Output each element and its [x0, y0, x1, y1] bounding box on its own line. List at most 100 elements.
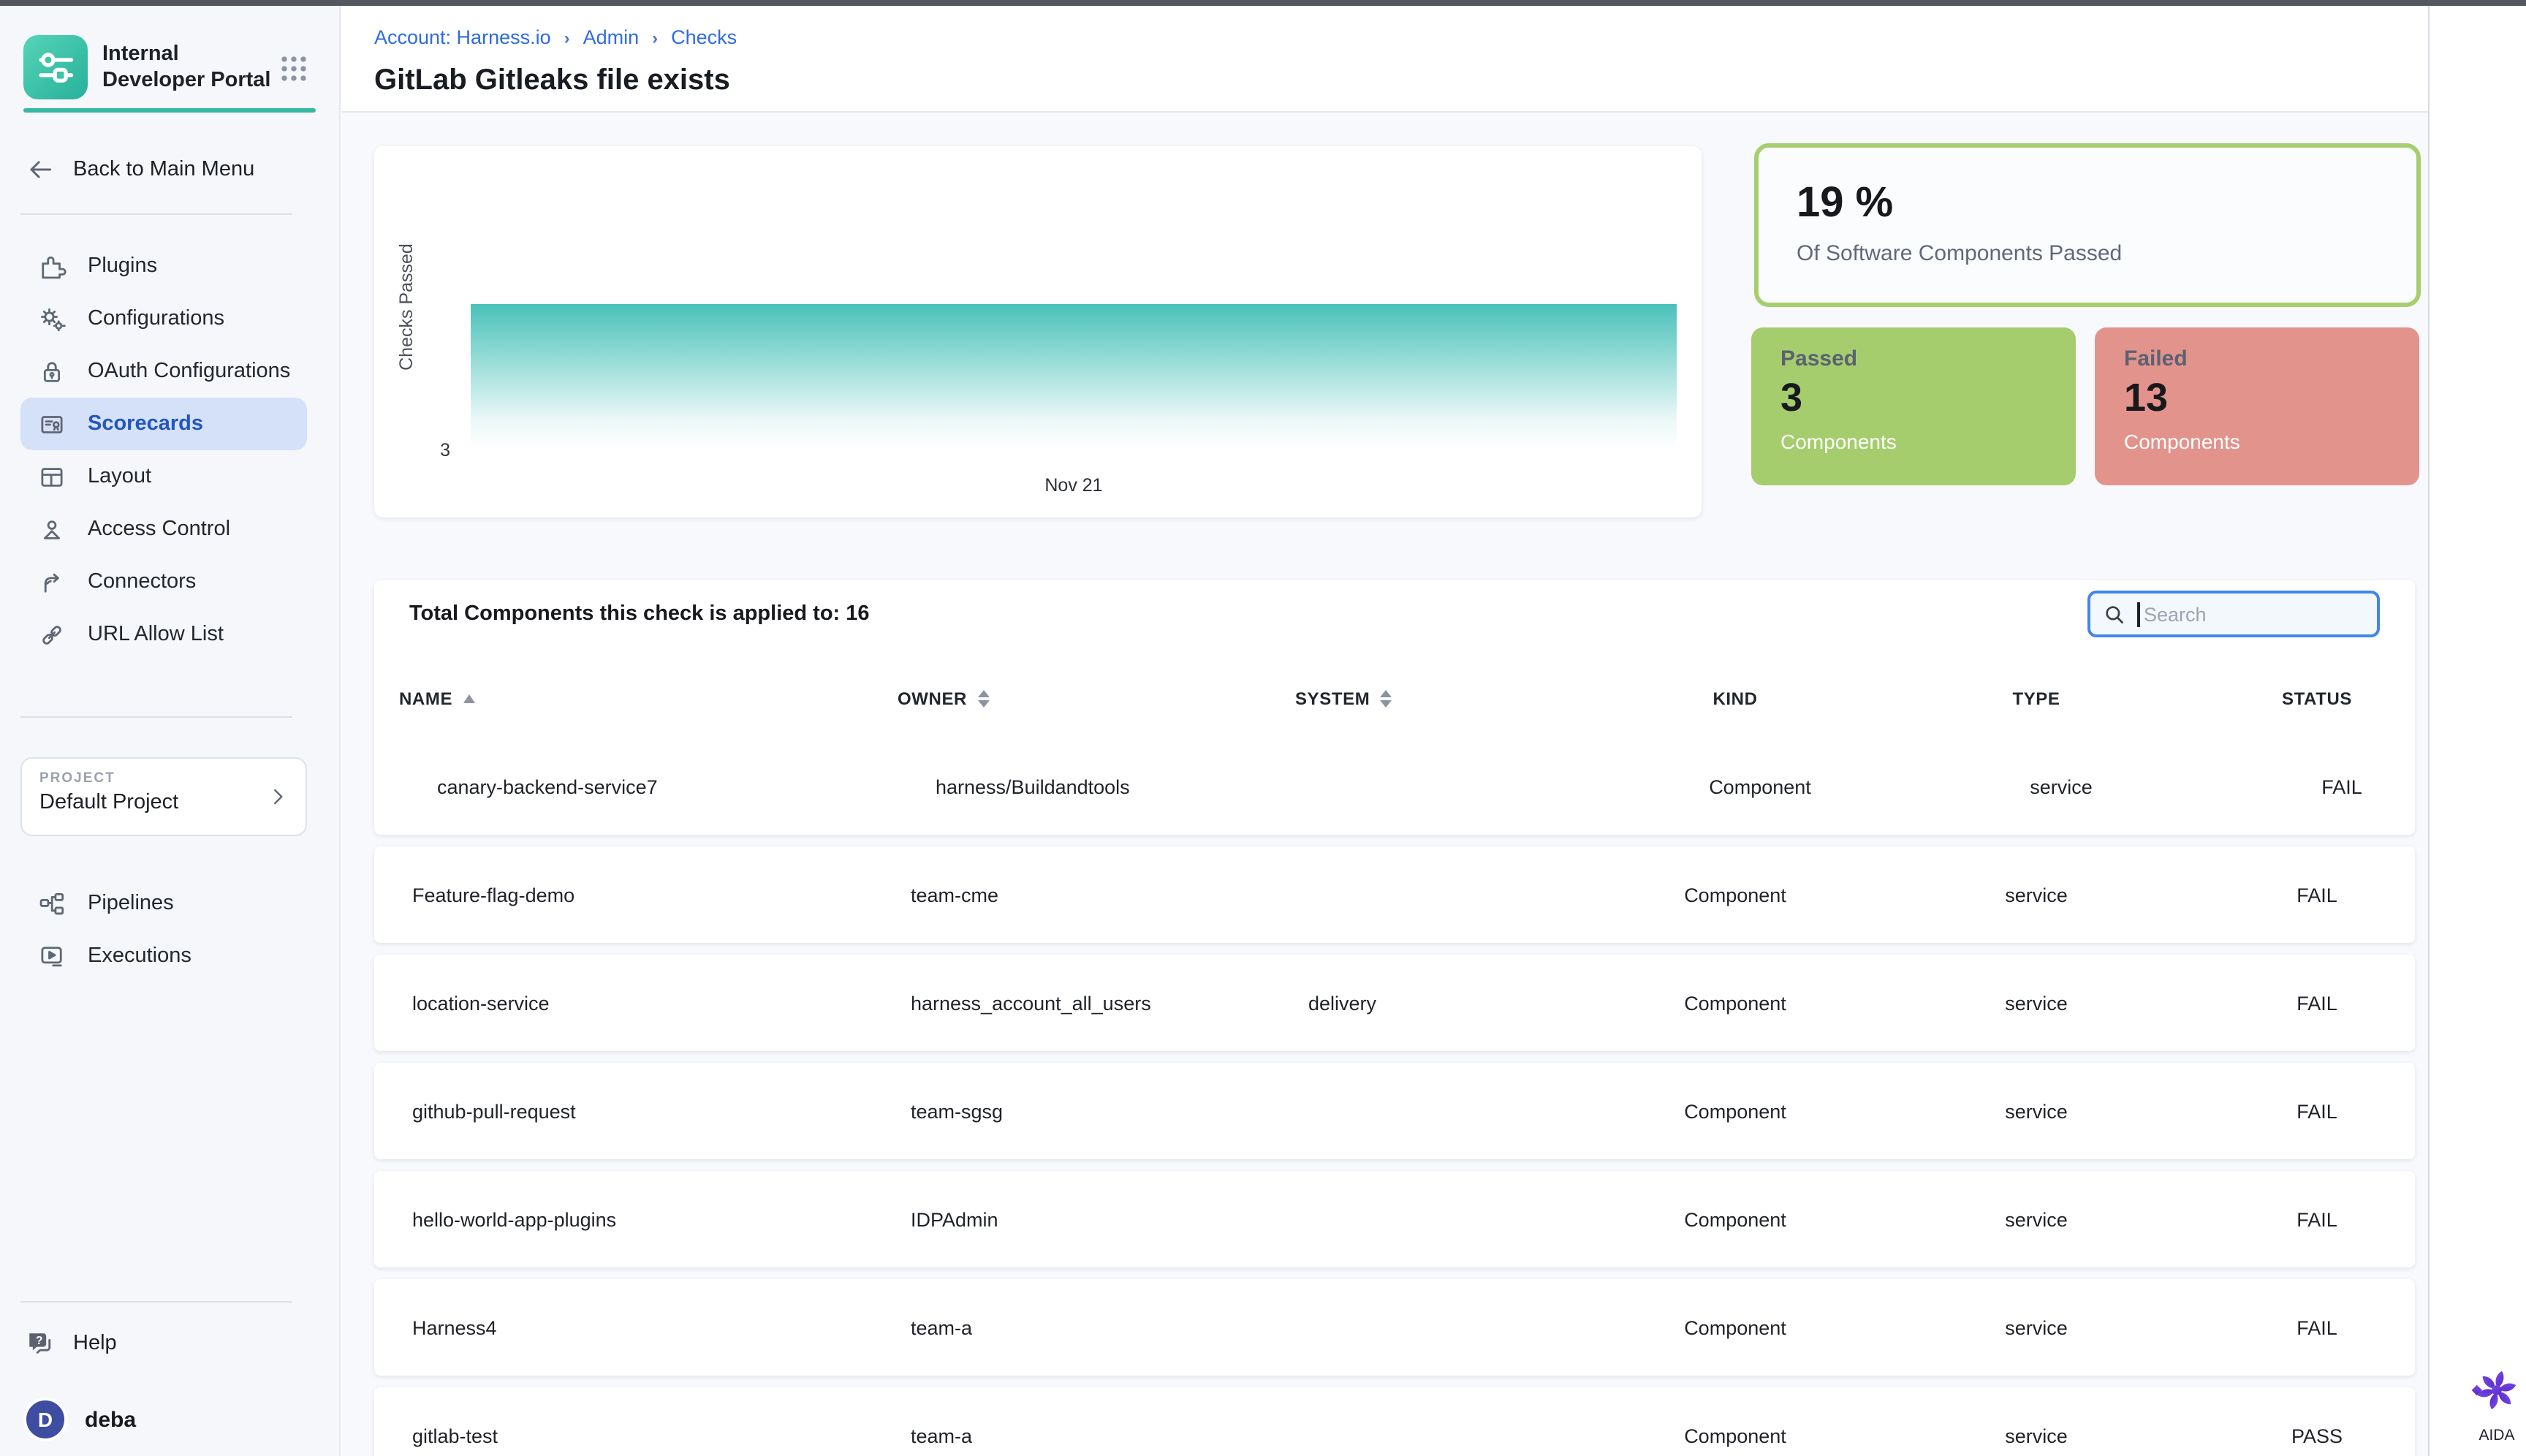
user-menu[interactable]: D deba — [23, 1395, 310, 1444]
lock-icon — [35, 355, 67, 387]
column-header-status[interactable]: STATUS — [2281, 689, 2353, 709]
failed-count: 13 — [2124, 376, 2169, 420]
cell-kind: Component — [1684, 1425, 1786, 1446]
cell-name: canary-backend-service7 — [437, 776, 658, 797]
chart-y-axis-label: Checks Passed — [396, 243, 417, 371]
search-input-wrapper[interactable] — [2087, 591, 2380, 637]
sidebar-item-scorecards[interactable]: Scorecards — [20, 398, 307, 450]
aida-button[interactable]: AIDA — [2465, 1365, 2526, 1444]
table-row[interactable]: canary-backend-service7 harness/Buildandt… — [424, 738, 2411, 835]
table-row[interactable]: Feature-flag-demo team-cme Component servic… — [374, 846, 2415, 943]
column-header-owner[interactable]: OWNER — [898, 689, 1295, 709]
table-row[interactable]: hello-world-app-plugins IDPAdmin Component… — [374, 1171, 2415, 1267]
passed-card: Passed 3 Components — [1751, 327, 2076, 485]
cell-status: FAIL — [2296, 884, 2337, 906]
failed-card: Failed 13 Components — [2095, 327, 2419, 485]
back-arrow-icon — [30, 161, 52, 178]
chevron-right-icon: › — [564, 27, 570, 48]
app-title: Internal Developer Portal — [102, 42, 271, 92]
breadcrumb-account[interactable]: Account: Harness.io — [374, 26, 551, 48]
avatar: D — [23, 1398, 67, 1441]
admin-nav: Plugins Configurations — [20, 240, 307, 661]
project-label: PROJECT — [39, 770, 115, 786]
svg-text:?: ? — [36, 1335, 43, 1347]
idp-logo-icon — [23, 35, 88, 99]
project-nav: Pipelines Executions — [20, 877, 307, 982]
search-icon — [2106, 605, 2123, 623]
table-row[interactable]: Harness4 team-a Component service FAIL — [374, 1279, 2415, 1376]
back-to-main-menu[interactable]: Back to Main Menu — [23, 151, 316, 189]
cell-kind: Component — [1684, 1208, 1786, 1230]
cell-type: service — [2005, 1425, 2068, 1446]
sidebar-item-plugins[interactable]: Plugins — [20, 240, 307, 292]
cell-status: FAIL — [2296, 1100, 2337, 1122]
brand-underline — [23, 108, 316, 113]
cell-type: service — [2030, 776, 2093, 797]
app-grid-icon[interactable] — [275, 50, 313, 88]
passed-count: 3 — [1780, 376, 1803, 420]
scorecard-icon — [35, 408, 67, 440]
cell-type: service — [2005, 884, 2068, 906]
cell-type: service — [2005, 1100, 2068, 1122]
sidebar-item-layout[interactable]: Layout — [20, 450, 307, 503]
chart-x-tick: Nov 21 — [1044, 475, 1103, 496]
gears-icon — [35, 303, 67, 335]
sidebar-item-access-control[interactable]: Access Control — [20, 503, 307, 556]
connectors-icon — [35, 566, 67, 598]
main-area: Account: Harness.io › Admin › Checks Git… — [342, 6, 2428, 1456]
pipelines-icon — [35, 887, 67, 920]
table-row[interactable]: github-pull-request team-sgsg Component ser… — [374, 1063, 2415, 1159]
sidebar-item-url-allow-list[interactable]: URL Allow List — [20, 608, 307, 661]
page-header: Account: Harness.io › Admin › Checks Git… — [342, 6, 2428, 113]
divider — [20, 1301, 292, 1303]
search-input[interactable] — [2144, 603, 2348, 625]
project-name: Default Project — [39, 791, 179, 814]
chart-y-tick: 3 — [440, 440, 450, 460]
table-header-row: NAME OWNER SYSTEM KIND TYPE STATUS — [399, 677, 2386, 721]
breadcrumb-checks[interactable]: Checks — [671, 26, 737, 48]
cell-kind: Component — [1684, 992, 1786, 1014]
cell-status: FAIL — [2296, 992, 2337, 1014]
cell-owner: harness_account_all_users — [911, 992, 1151, 1014]
cell-owner: team-cme — [911, 884, 999, 906]
cell-owner: team-sgsg — [911, 1100, 1004, 1122]
sidebar-item-executions[interactable]: Executions — [20, 930, 307, 982]
checks-passed-chart: Checks Passed 3 Nov 21 — [374, 146, 1702, 517]
help-button[interactable]: ? Help — [23, 1323, 310, 1364]
components-table-panel: Total Components this check is applied t… — [374, 580, 2415, 835]
user-name: deba — [85, 1407, 137, 1432]
column-header-system[interactable]: SYSTEM — [1295, 689, 1646, 709]
divider — [20, 716, 292, 718]
table-row[interactable]: gitlab-test team-a Component service PASS — [374, 1387, 2415, 1456]
breadcrumb: Account: Harness.io › Admin › Checks — [374, 26, 737, 48]
percent-value: 19 % — [1797, 180, 1894, 227]
cell-name: github-pull-request — [412, 1100, 576, 1122]
cell-type: service — [2005, 1208, 2068, 1230]
sort-both-icon — [1380, 690, 1392, 708]
breadcrumb-admin[interactable]: Admin — [583, 26, 640, 48]
layout-icon — [35, 460, 67, 493]
chart-area-series — [471, 304, 1677, 450]
cell-system: delivery — [1308, 992, 1377, 1014]
window-top-strip — [0, 0, 2526, 6]
chevron-right-icon: › — [652, 27, 659, 48]
column-header-type[interactable]: TYPE — [2012, 689, 2060, 709]
cell-status: FAIL — [2321, 776, 2362, 797]
total-components-summary: Total Components this check is applied t… — [409, 602, 870, 626]
sidebar-item-oauth-configurations[interactable]: OAuth Configurations — [20, 345, 307, 398]
column-header-kind[interactable]: KIND — [1713, 689, 1758, 709]
cell-owner: harness/Buildandtools — [936, 776, 1130, 797]
divider — [20, 213, 292, 215]
sidebar-item-pipelines[interactable]: Pipelines — [20, 877, 307, 930]
table-row[interactable]: location-service harness_account_all_user… — [374, 955, 2415, 1051]
project-selector[interactable]: PROJECT Default Project — [20, 757, 307, 836]
cell-type: service — [2005, 992, 2068, 1014]
column-header-name[interactable]: NAME — [399, 689, 898, 709]
sidebar-item-connectors[interactable]: Connectors — [20, 556, 307, 608]
aida-label: AIDA — [2478, 1427, 2515, 1444]
sort-both-icon — [977, 690, 989, 708]
cell-kind: Component — [1684, 884, 1786, 906]
sidebar-item-configurations[interactable]: Configurations — [20, 292, 307, 345]
right-rail: AIDA — [2428, 6, 2526, 1456]
sidebar: Internal Developer Portal Back to Main M… — [0, 6, 341, 1456]
